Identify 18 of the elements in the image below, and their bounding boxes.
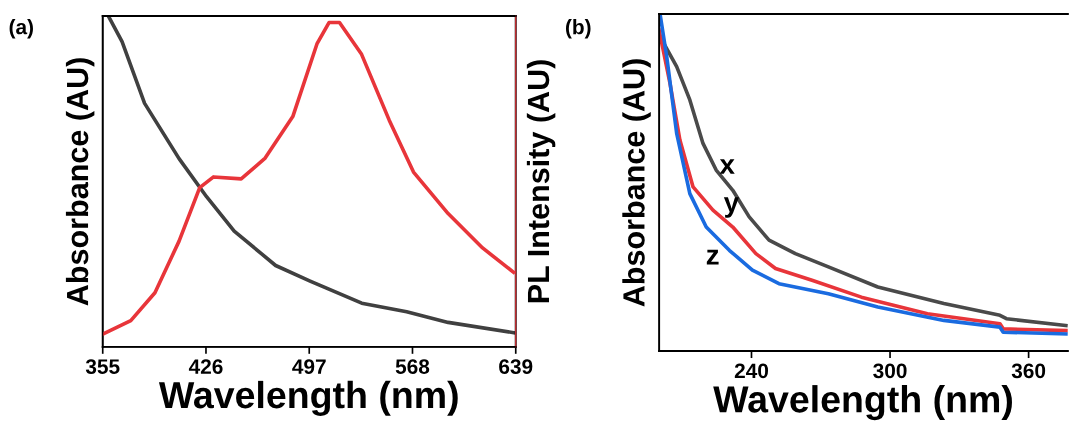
y-axis-title: Absorbance (AU): [65, 58, 95, 306]
y2-axis-title: PL Intensity (AU): [526, 60, 556, 303]
x-tick-label: 426: [188, 359, 223, 374]
x-tick-label: 568: [395, 359, 430, 374]
x-tick-label: 639: [499, 359, 533, 374]
y-axis-title: Absorbance (AU): [622, 59, 651, 307]
series-label: x: [719, 159, 735, 174]
series-label: z: [706, 249, 719, 265]
x-tick-label: 300: [873, 363, 907, 379]
x-tick-label: 355: [85, 359, 120, 374]
x-axis-title: Wavelength (nm): [713, 385, 1012, 421]
chart-title: (a): [9, 19, 33, 39]
chart-title: (b): [566, 19, 591, 39]
x-tick-label: 497: [292, 359, 326, 374]
x-axis-title: Wavelength (nm): [158, 380, 458, 416]
x-tick-label: 360: [1011, 363, 1046, 379]
series-label: y: [723, 197, 739, 218]
x-tick-label: 240: [734, 363, 769, 379]
